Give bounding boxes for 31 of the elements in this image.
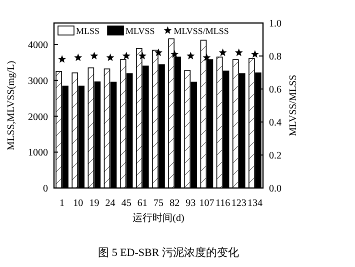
x-tick-label: 134 bbox=[247, 198, 262, 209]
x-tick-label: 61 bbox=[137, 198, 148, 209]
x-tick-label: 45 bbox=[121, 198, 132, 209]
x-tick-label: 75 bbox=[154, 198, 164, 209]
y2-tick-label: 0.2 bbox=[269, 150, 282, 162]
y2-tick-label: 0.4 bbox=[269, 118, 282, 128]
x-tick-label: 107 bbox=[199, 198, 214, 209]
y-tick-label: 0 bbox=[43, 184, 48, 194]
y-tick-label: 4000 bbox=[28, 40, 48, 52]
y2-tick-label: 0.8 bbox=[269, 52, 282, 62]
x-tick-label: 19 bbox=[89, 198, 100, 209]
x-tick-label: 24 bbox=[105, 198, 116, 209]
x-tick-label: 116 bbox=[215, 198, 230, 209]
y2-tick-label: 1.0 bbox=[269, 18, 282, 30]
y2-tick-label: 0.6 bbox=[269, 84, 282, 96]
legend-label: MLVSS/MLSS bbox=[174, 26, 229, 36]
y2-tick-label: 0.0 bbox=[269, 184, 282, 194]
y2-axis-title: MLVSS/MLSS bbox=[288, 74, 299, 136]
x-tick-label: 93 bbox=[186, 198, 196, 209]
y-tick-label: 1000 bbox=[28, 148, 48, 159]
y-tick-label: 2000 bbox=[28, 112, 48, 123]
legend-label: MLVSS bbox=[126, 26, 155, 36]
x-tick-label: 10 bbox=[73, 198, 84, 209]
y-tick-label: 3000 bbox=[28, 76, 48, 87]
y-axis-title: MLSS,MLVSS(mg/L) bbox=[6, 60, 17, 150]
text: 图 5 ED-SBR 污泥浓度的变化 bbox=[98, 246, 239, 259]
x-axis-title: 运行时间(d) bbox=[132, 212, 184, 224]
x-tick-label: 82 bbox=[170, 198, 180, 209]
x-tick-label: 123 bbox=[231, 198, 246, 209]
legend-label: MLSS bbox=[76, 26, 100, 36]
x-tick-label: 1 bbox=[60, 198, 65, 209]
